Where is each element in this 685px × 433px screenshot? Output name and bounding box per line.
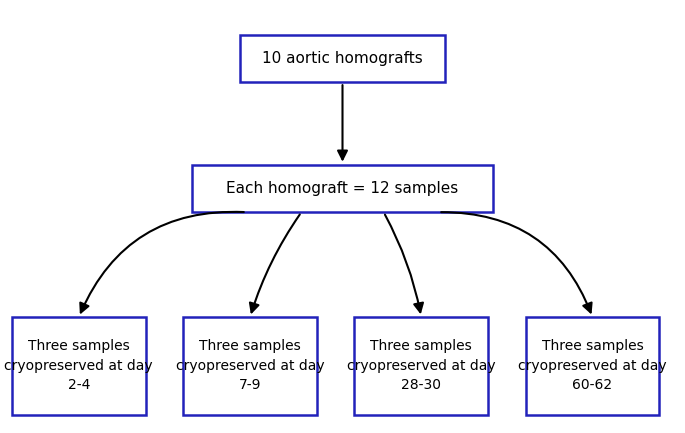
Text: Three samples
cryopreserved at day
60-62: Three samples cryopreserved at day 60-62 [519,339,667,392]
FancyBboxPatch shape [240,35,445,82]
Text: Three samples
cryopreserved at day
7-9: Three samples cryopreserved at day 7-9 [176,339,324,392]
FancyArrowPatch shape [385,215,423,312]
FancyBboxPatch shape [525,317,659,415]
FancyArrowPatch shape [250,214,300,312]
FancyBboxPatch shape [183,317,316,415]
FancyBboxPatch shape [354,317,488,415]
FancyArrowPatch shape [80,212,244,313]
Text: Three samples
cryopreserved at day
2-4: Three samples cryopreserved at day 2-4 [5,339,153,392]
Text: Each homograft = 12 samples: Each homograft = 12 samples [226,181,459,196]
FancyBboxPatch shape [12,317,146,415]
FancyBboxPatch shape [192,165,493,212]
Text: 10 aortic homografts: 10 aortic homografts [262,51,423,66]
FancyArrowPatch shape [441,212,592,313]
Text: Three samples
cryopreserved at day
28-30: Three samples cryopreserved at day 28-30 [347,339,495,392]
